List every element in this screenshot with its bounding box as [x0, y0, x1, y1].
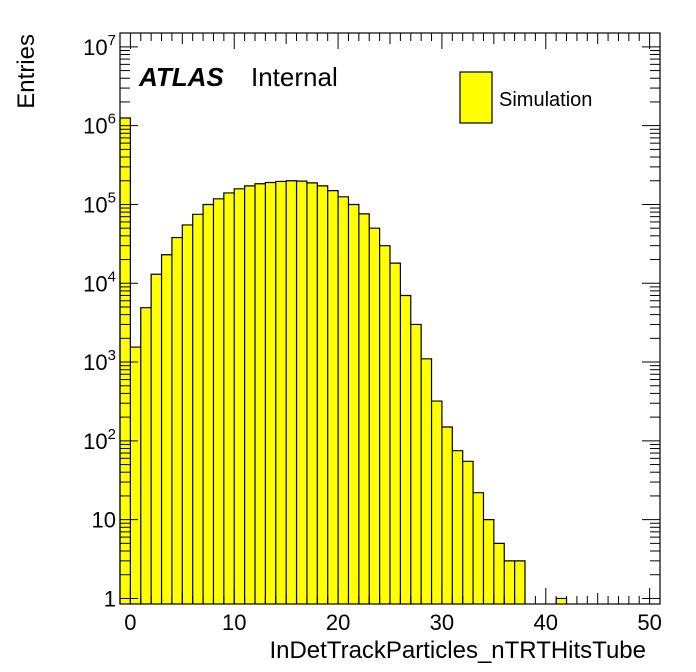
histogram-bar [441, 426, 453, 604]
atlas-label: ATLAS [138, 62, 224, 92]
y-tick-labels: 1 10 102 103 104 105 106 107 [83, 32, 116, 612]
histogram-bar [358, 213, 370, 605]
histogram-bar [483, 519, 494, 604]
x-tick-label: 40 [534, 610, 558, 635]
histogram-bar [306, 182, 318, 605]
histogram-bar [223, 192, 235, 605]
histogram-bars [120, 118, 567, 605]
x-tick-label: 50 [637, 610, 661, 635]
histogram-bar [348, 204, 359, 604]
histogram-bar [431, 401, 442, 604]
x-tick-labels: 0 10 20 30 40 50 [124, 610, 662, 635]
histogram-bar [130, 347, 141, 604]
histogram-bar [213, 198, 224, 604]
x-tick-label: 30 [430, 610, 454, 635]
x-tick-label: 0 [124, 610, 136, 635]
x-tick-label: 20 [326, 610, 350, 635]
histogram-bar [151, 274, 162, 604]
histogram-bar [203, 204, 214, 604]
legend-swatch [459, 71, 493, 124]
plot-frame [119, 32, 661, 605]
histogram-bar [410, 324, 422, 604]
y-tick-label: 106 [83, 111, 116, 139]
histogram-bar [234, 188, 245, 604]
legend-label: Simulation [499, 89, 592, 111]
y-tick-label: 107 [83, 32, 116, 60]
histogram-bar [462, 461, 474, 604]
histogram-bar [514, 560, 525, 604]
y-tick-label: 103 [83, 347, 116, 375]
histogram-bar [421, 358, 432, 604]
histogram-bar [452, 450, 463, 604]
histogram-bar [265, 182, 276, 605]
histogram-bar [556, 598, 567, 604]
histogram-bar [493, 543, 505, 604]
y-axis-title: Entries [13, 34, 40, 109]
histogram-bar [161, 254, 172, 604]
histogram-bar [369, 228, 380, 604]
histogram-bar [244, 185, 255, 604]
internal-label: Internal [251, 62, 338, 92]
histogram-bar [286, 180, 297, 604]
histogram-bar [379, 245, 390, 604]
histogram-bar [275, 181, 287, 604]
y-tick-label: 1 [104, 586, 116, 611]
histogram-bar [140, 307, 152, 604]
x-tick-label: 10 [222, 610, 246, 635]
histogram-bar [504, 560, 515, 604]
histogram-bar [400, 295, 411, 604]
histogram-bar [171, 237, 183, 604]
histogram-bar [192, 214, 204, 604]
y-tick-label: 102 [83, 426, 116, 454]
histogram-bar [390, 263, 401, 604]
histogram-bar [120, 118, 131, 604]
histogram-bar [182, 224, 193, 604]
histogram-bar [338, 196, 349, 604]
histogram-outline [119, 117, 568, 604]
x-axis-title: InDetTrackParticles_nTRTHitsTube [269, 637, 646, 664]
y-tick-label: 105 [83, 189, 116, 217]
histogram-bar [296, 181, 307, 604]
y-tick-label: 104 [83, 268, 116, 296]
histogram-bar [473, 492, 484, 604]
axis-ticks [119, 33, 661, 604]
histogram-bar [255, 183, 266, 605]
histogram-bar [317, 185, 328, 604]
y-tick-label: 10 [92, 508, 116, 533]
histogram-bar [327, 190, 339, 604]
legend: Simulation [459, 71, 592, 124]
